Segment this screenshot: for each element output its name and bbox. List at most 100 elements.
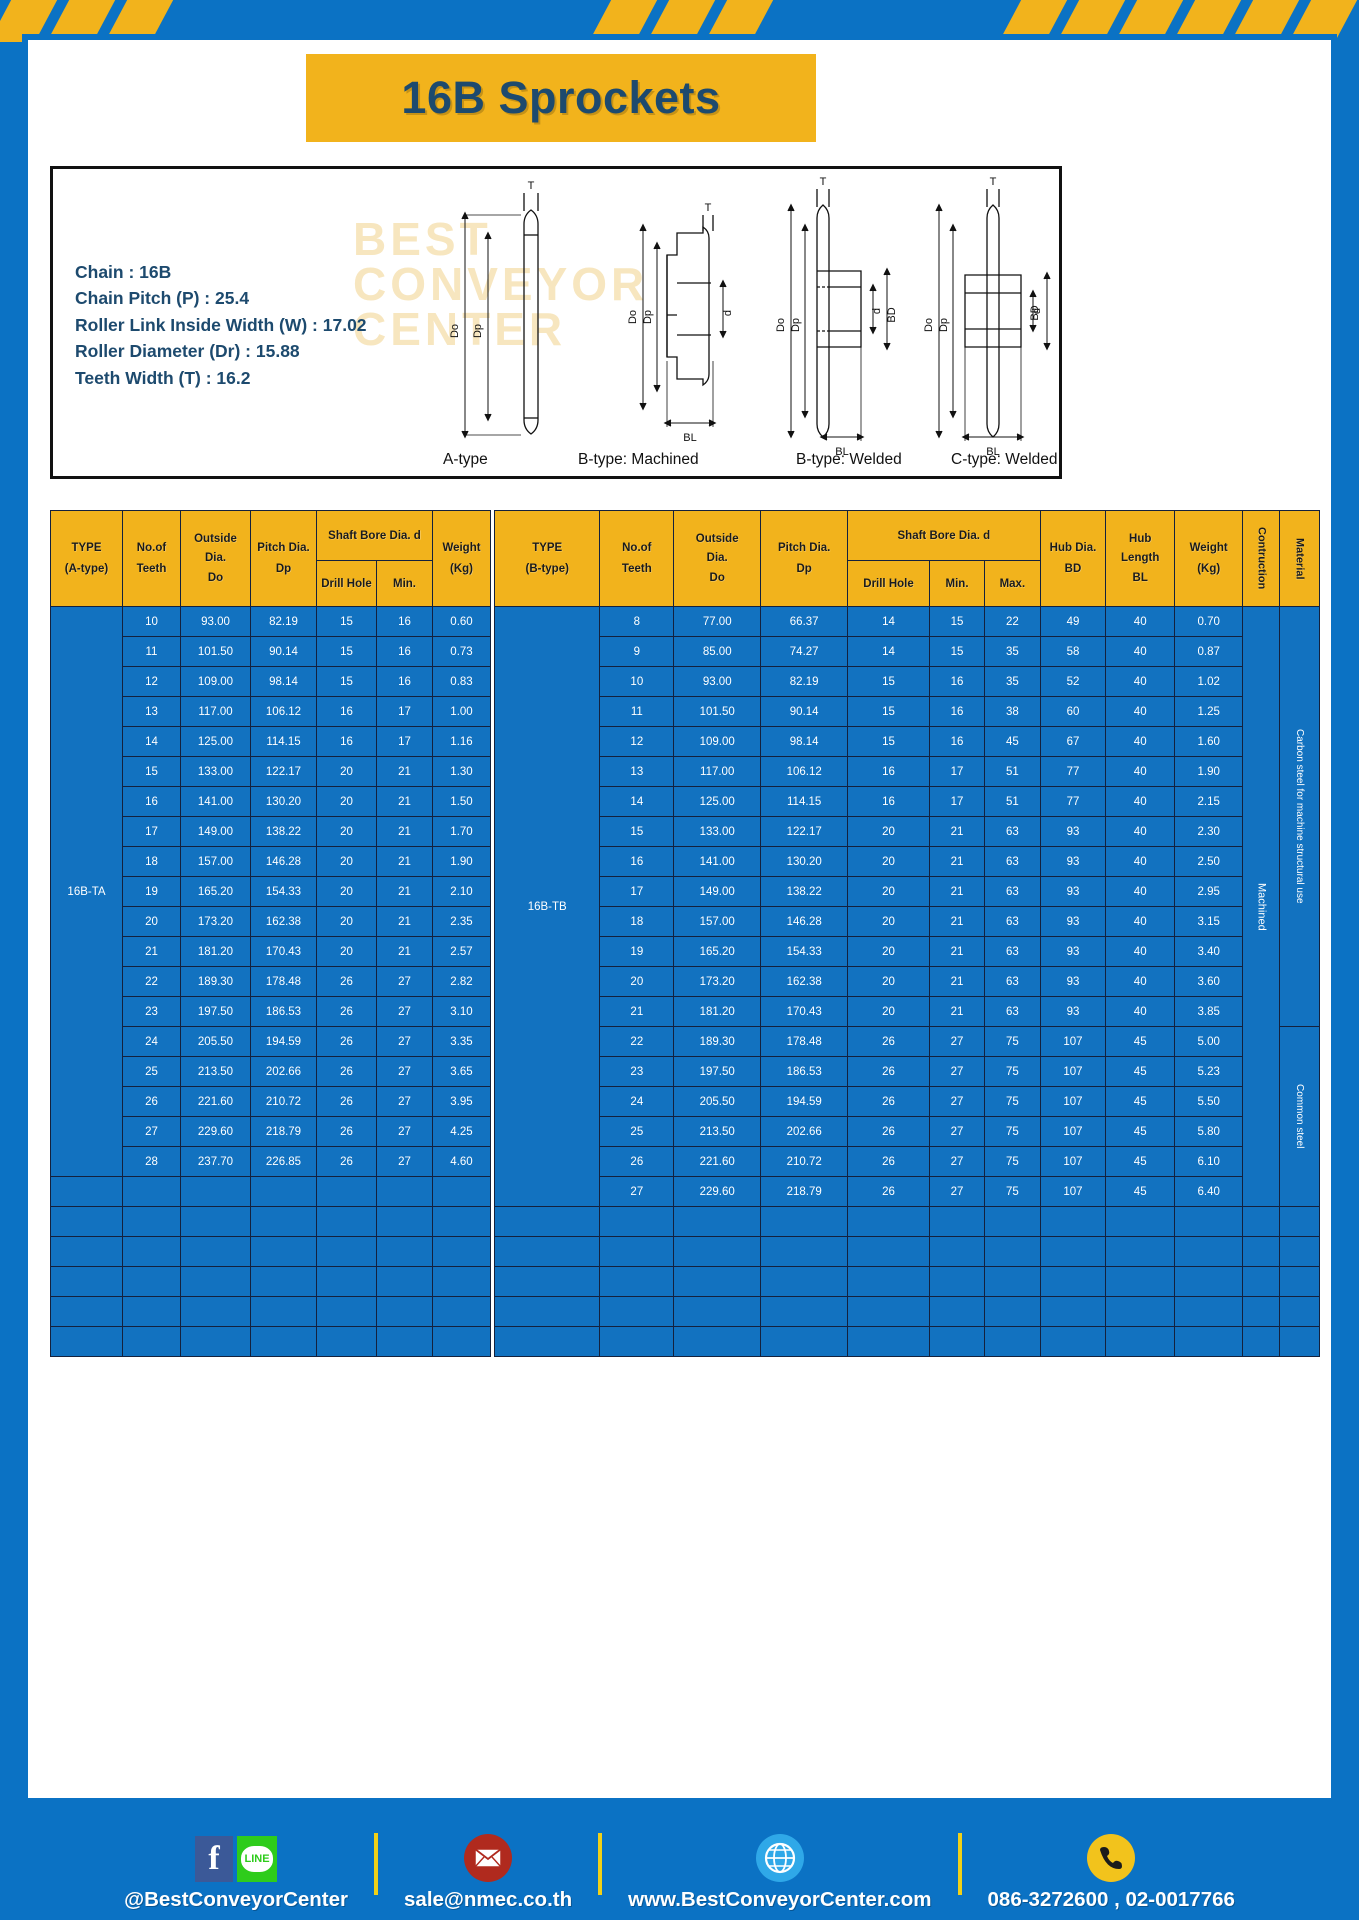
table-cell: 0.73 <box>432 636 491 667</box>
footer-social[interactable]: f LINE @BestConveyorCenter <box>108 1816 364 1912</box>
table-cell: 93.00 <box>180 606 251 637</box>
table-cell: 49 <box>1039 606 1107 637</box>
footer-email-address[interactable]: sale@nmec.co.th <box>404 1888 573 1911</box>
table-cell: 27 <box>928 1056 986 1087</box>
table-cell: 107 <box>1039 1146 1107 1177</box>
table-cell: 38 <box>984 696 1041 727</box>
table-cell-blank <box>928 1206 986 1237</box>
table-cell-blank <box>493 1296 601 1327</box>
svg-text:T: T <box>705 202 712 214</box>
table-cell: 18 <box>122 846 181 877</box>
table-cell: 16 <box>376 606 433 637</box>
table-cell: 26 <box>847 1146 930 1177</box>
table-cell: 226.85 <box>250 1146 317 1177</box>
table-cell: 90.14 <box>760 696 849 727</box>
table-cell-blank <box>1242 1206 1281 1237</box>
th-b-drill-hole: Drill Hole <box>847 560 930 607</box>
table-cell-blank <box>50 1176 123 1207</box>
th-b-hub-dia: Hub Dia. BD <box>1039 510 1107 607</box>
table-cell: 21 <box>376 906 433 937</box>
table-cell: 12 <box>599 726 675 757</box>
table-cell: 45 <box>1105 1086 1175 1117</box>
table-row: 23 197.50 186.53 26 27 75 107 45 5.23 <box>495 1056 1320 1087</box>
table-cell: 63 <box>984 996 1041 1027</box>
table-cell-blank <box>599 1236 675 1267</box>
th-b-max: Max. <box>984 560 1041 607</box>
table-row: 12 109.00 98.14 15 16 45 67 40 1.60 <box>495 726 1320 757</box>
table-cell: 170.43 <box>250 936 317 967</box>
table-cell: 21 <box>376 936 433 967</box>
table-cell-blank <box>1242 1236 1281 1267</box>
table-cell: 107 <box>1039 1176 1107 1207</box>
table-cell: 75 <box>984 1116 1041 1147</box>
table-cell-blank <box>599 1206 675 1237</box>
table-cell: 16 <box>376 636 433 667</box>
mail-icon[interactable] <box>464 1834 513 1882</box>
svg-text:Do: Do <box>775 318 787 332</box>
table-cell-blank <box>180 1176 251 1207</box>
table-cell: 75 <box>984 1026 1041 1057</box>
footer-social-handle[interactable]: @BestConveyorCenter <box>124 1888 349 1911</box>
footer-website-url[interactable]: www.BestConveyorCenter.com <box>628 1888 932 1911</box>
drawing-b-type-welded: T Do Dp d BD <box>775 176 898 458</box>
table-cell: 3.60 <box>1173 966 1244 997</box>
globe-icon[interactable] <box>755 1834 804 1882</box>
th-a-weight: Weight (Kg) <box>432 510 491 607</box>
poster-page: 16B Sprockets BEST CONVEYOR CENTER Chain… <box>22 34 1337 1804</box>
table-cell: 40 <box>1105 696 1175 727</box>
table-row: 19 165.20 154.33 20 21 63 93 40 3.40 <box>495 936 1320 967</box>
table-cell: 40 <box>1105 726 1175 757</box>
table-cell: 26 <box>847 1176 930 1207</box>
table-cell: 15 <box>928 606 986 637</box>
footer-email[interactable]: sale@nmec.co.th <box>388 1816 588 1912</box>
table-cell: 51 <box>984 786 1041 817</box>
table-cell-blank <box>984 1206 1041 1237</box>
table-row: 22 189.30 178.48 26 27 75 107 45 5.00 Common stee… <box>495 1026 1320 1207</box>
table-cell: 40 <box>1105 936 1175 967</box>
table-cell: 5.00 <box>1173 1026 1244 1057</box>
footer-website[interactable]: www.BestConveyorCenter.com <box>612 1816 947 1912</box>
table-cell-blank <box>122 1326 181 1357</box>
table-cell: 178.48 <box>760 1026 849 1057</box>
table-cell: 149.00 <box>180 816 251 847</box>
footer-phone[interactable]: 086-3272600 , 02-0017766 <box>972 1816 1251 1912</box>
table-cell: 181.20 <box>673 996 762 1027</box>
table-cell: 16 <box>928 726 986 757</box>
table-cell: 0.87 <box>1173 636 1244 667</box>
table-cell-blank <box>984 1236 1041 1267</box>
table-cell: 21 <box>122 936 181 967</box>
cell-construction-label: Machined <box>1242 606 1281 1207</box>
table-cell: 21 <box>928 996 986 1027</box>
table-cell: 4.25 <box>432 1116 491 1147</box>
table-cell: 17 <box>376 726 433 757</box>
table-cell: 17 <box>928 786 986 817</box>
drawing-a-type: T Do Dp <box>449 180 539 439</box>
table-cell-blank <box>673 1266 762 1297</box>
table-cell: 45 <box>984 726 1041 757</box>
svg-text:BL: BL <box>986 446 999 458</box>
table-row: 14 125.00 114.15 16 17 51 77 40 2.15 <box>495 786 1320 817</box>
drawing-c-type-welded: T Do Dp d BD <box>923 176 1051 458</box>
table-cell: 26 <box>316 1116 377 1147</box>
table-cell: 197.50 <box>180 996 251 1027</box>
table-cell: 63 <box>984 966 1041 997</box>
table-cell: 85.00 <box>673 636 762 667</box>
table-row: 14 125.00 114.15 16 17 1.16 <box>51 726 491 757</box>
phone-icon[interactable] <box>1087 1834 1136 1882</box>
table-cell: 6.40 <box>1173 1176 1244 1207</box>
table-cell: 40 <box>1105 876 1175 907</box>
svg-text:BL: BL <box>683 432 696 444</box>
line-icon[interactable]: LINE <box>237 1836 278 1882</box>
table-cell: 14 <box>122 726 181 757</box>
facebook-icon[interactable]: f <box>195 1836 234 1882</box>
cell-type-label: 16B-TA <box>50 606 123 1177</box>
table-cell-blank <box>1105 1236 1175 1267</box>
th-a-drill-hole: Drill Hole <box>316 560 377 607</box>
table-row-blank <box>50 1176 491 1207</box>
table-cell: 20 <box>316 786 377 817</box>
table-cell: 98.14 <box>760 726 849 757</box>
table-cell: 14 <box>599 786 675 817</box>
th-b-type: TYPE (B-type) <box>493 510 601 607</box>
table-row-blank <box>50 1206 491 1237</box>
footer-phone-number[interactable]: 086-3272600 , 02-0017766 <box>987 1888 1235 1911</box>
